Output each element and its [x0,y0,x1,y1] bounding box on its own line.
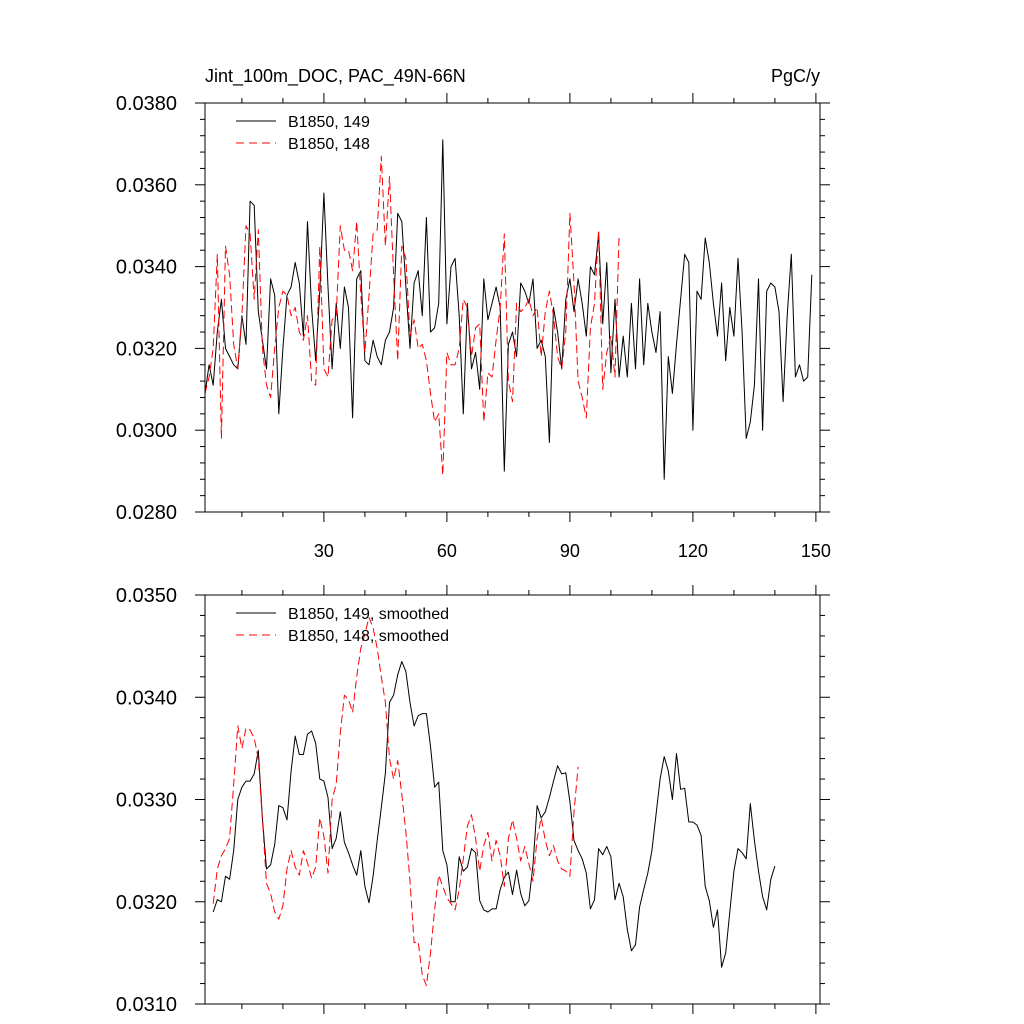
series-line-148 [212,617,579,987]
top-series [204,139,813,480]
top-x-tick-labels: 30 60 90 120 150 [314,541,831,561]
y-tick-label: 0.0340 [116,687,177,709]
x-tick-label: 60 [437,541,457,561]
top-chart-title: Jint_100m_DOC, PAC_49N-66N [205,66,466,87]
top-plot-frame [204,102,821,513]
series-line-149 [204,139,813,480]
top-major-ticks [195,93,830,522]
x-tick-label: 150 [801,541,831,561]
y-tick-label: 0.0310 [116,994,177,1016]
top-panel: Jint_100m_DOC, PAC_49N-66N PgC/y 0.02800… [116,66,831,561]
bottom-panel: 0.0310 0.0320 0.0330 0.0340 0.0350 B1850, 14… [116,585,830,1016]
top-legend-label-148: B1850, 148 [288,136,370,153]
y-tick-label: 0.0350 [116,585,177,607]
top-minor-ticks [200,98,825,517]
y-tick-label: 0.0280 [116,502,177,524]
x-tick-label: 30 [314,541,334,561]
bottom-legend-label-149: B1850, 149, smoothed [288,606,449,623]
y-tick-label: 0.0330 [116,790,177,812]
y-tick-label: 0.0360 [116,175,177,197]
x-tick-label: 90 [560,541,580,561]
bottom-major-ticks [195,585,830,1014]
top-legend-label-149: B1850, 149 [288,114,370,131]
y-tick-label: 0.0320 [116,338,177,360]
top-y-tick-labels: 0.0280 0.0300 0.0320 0.0340 0.0360 0.0380 [116,93,177,524]
x-tick-label: 120 [678,541,708,561]
y-tick-label: 0.0300 [116,420,177,442]
y-tick-label: 0.0380 [116,93,177,115]
y-tick-label: 0.0320 [116,892,177,914]
series-line-149 [212,661,776,968]
bottom-legend: B1850, 149, smoothed B1850, 148, smoothe… [236,606,449,645]
y-tick-label: 0.0340 [116,257,177,279]
bottom-plot-frame [204,594,821,1005]
bottom-series [212,617,776,987]
bottom-y-tick-labels: 0.0310 0.0320 0.0330 0.0340 0.0350 [116,585,177,1016]
top-chart-units: PgC/y [771,66,820,86]
bottom-minor-ticks [200,590,825,1009]
bottom-legend-label-148: B1850, 148, smoothed [288,628,449,645]
top-legend: B1850, 149 B1850, 148 [236,114,370,153]
